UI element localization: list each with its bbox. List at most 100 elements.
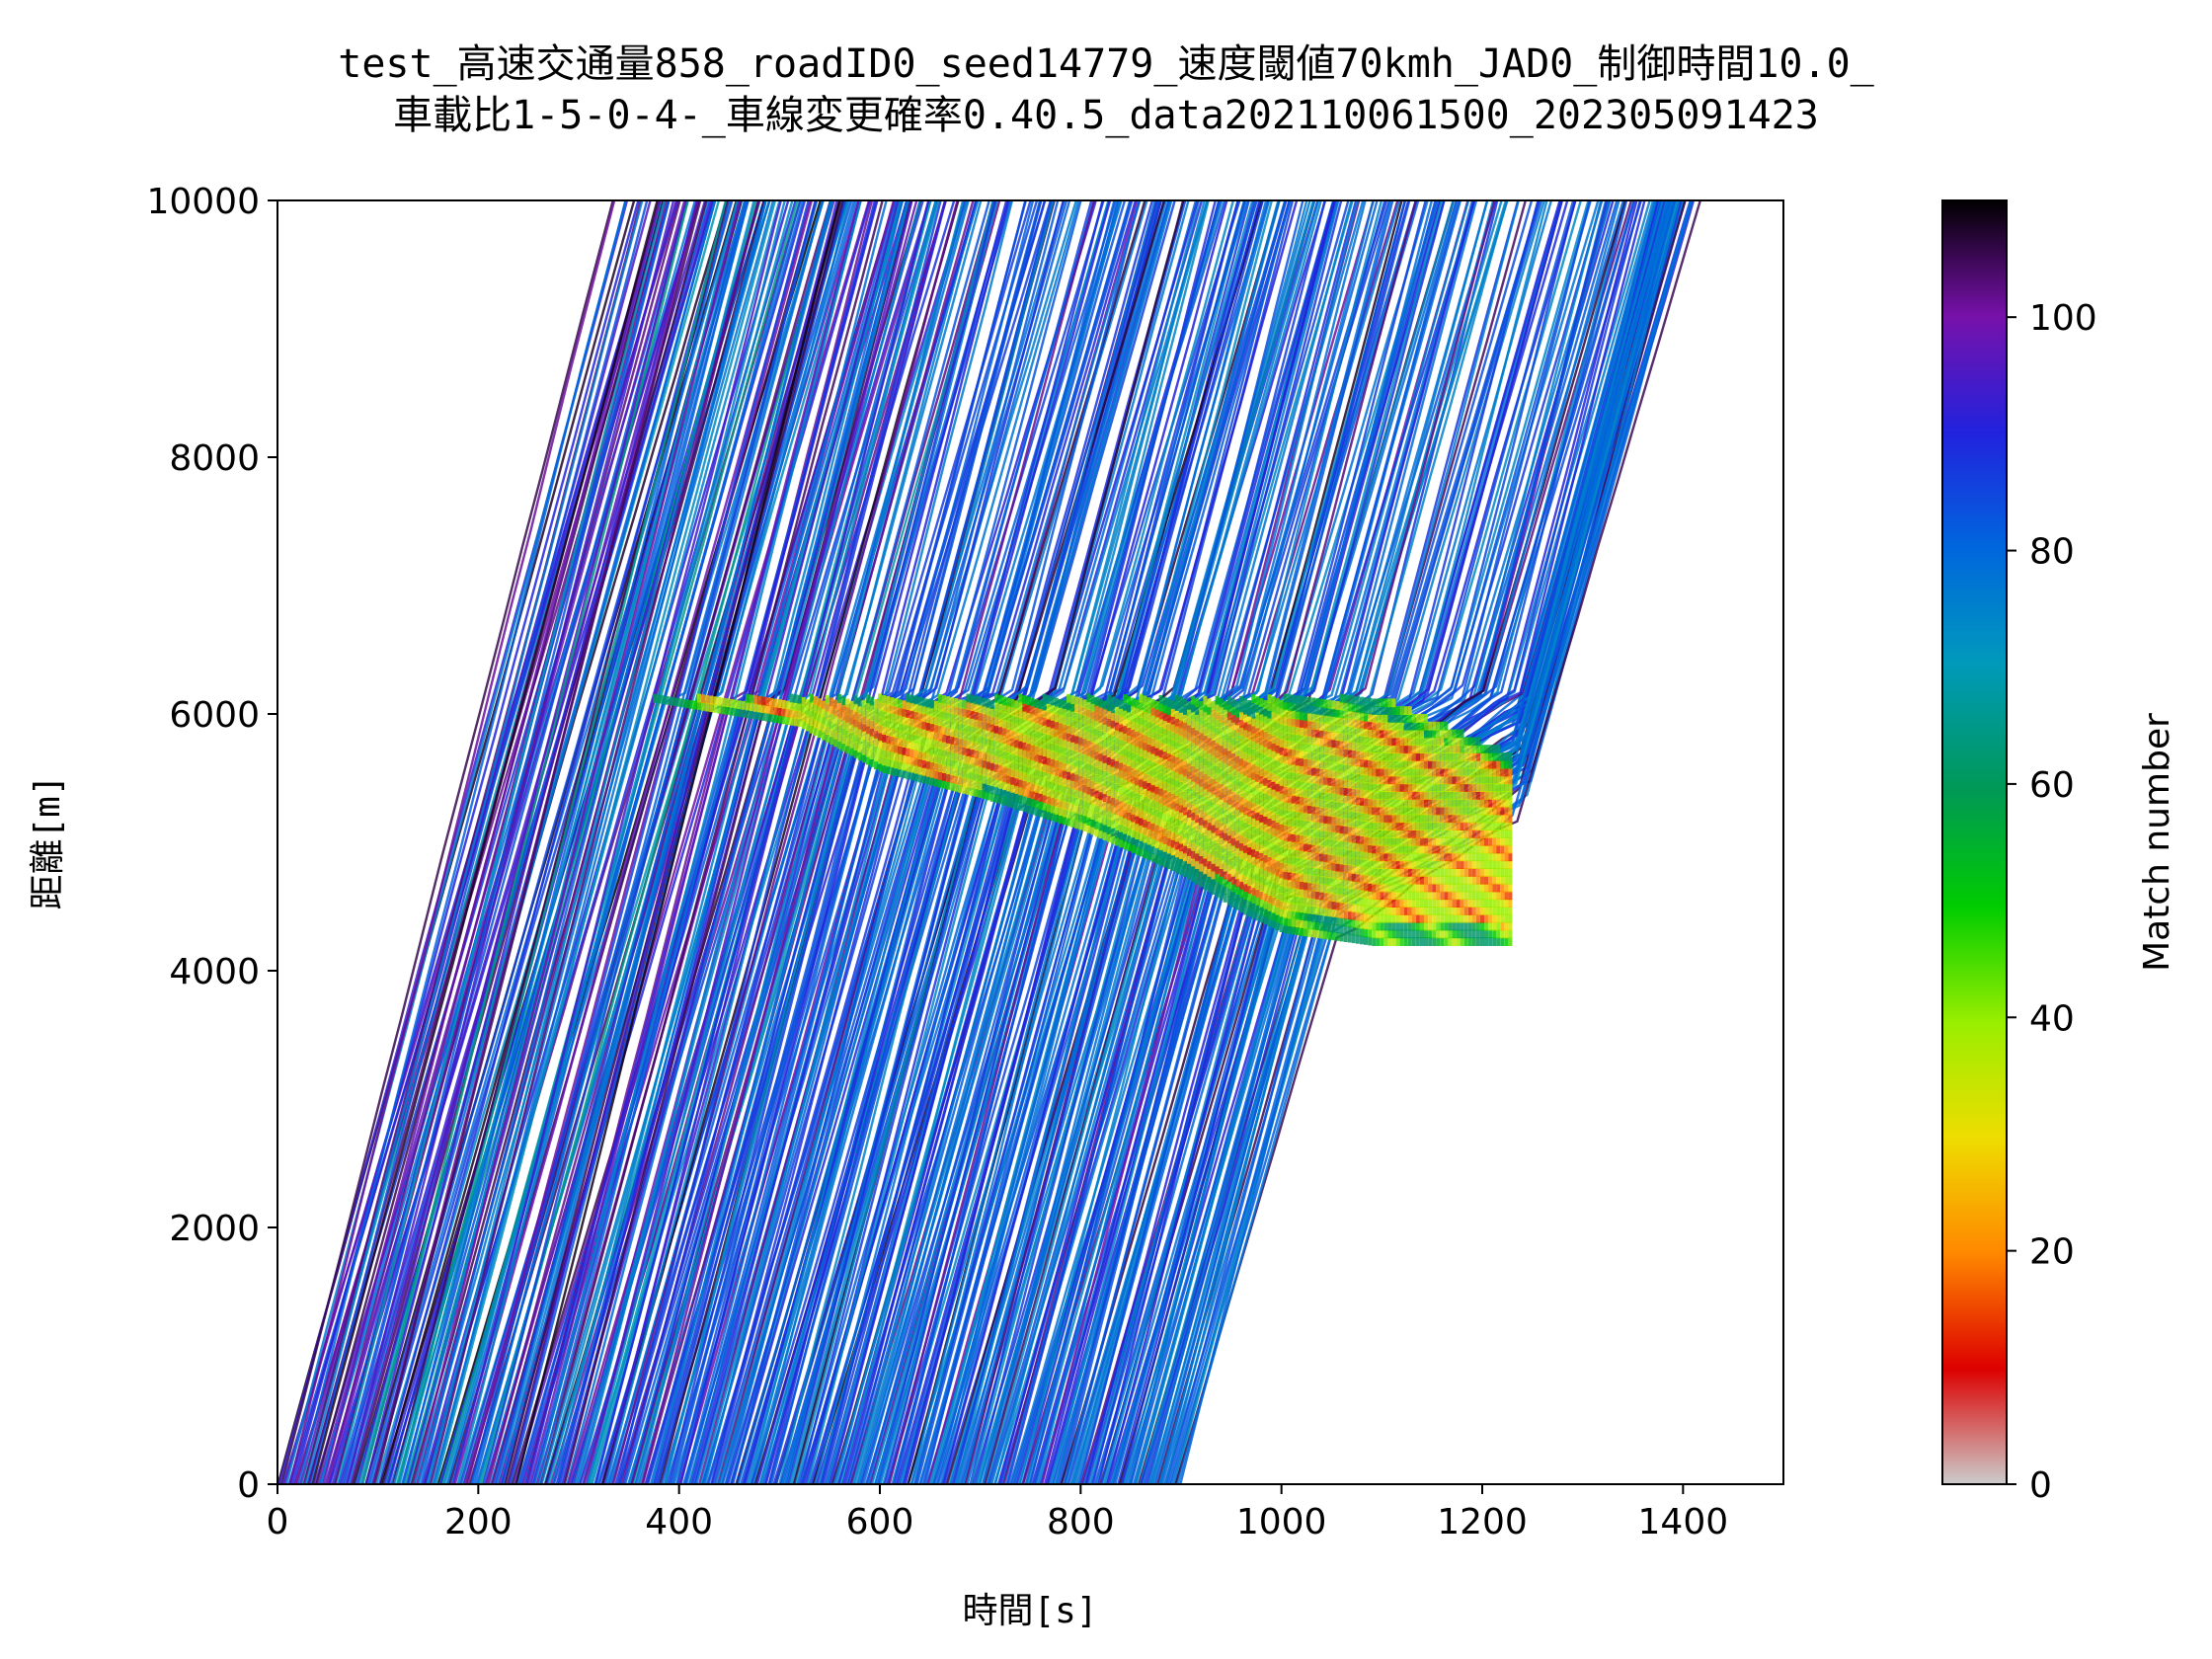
congestion-cell xyxy=(1323,722,1328,732)
congestion-cell xyxy=(1070,695,1075,704)
congestion-cell xyxy=(1275,836,1280,846)
congestion-cell xyxy=(1448,860,1453,869)
congestion-cell xyxy=(737,708,742,717)
congestion-cell xyxy=(1391,844,1396,854)
congestion-cell xyxy=(950,750,955,760)
congestion-cell xyxy=(1307,843,1312,852)
congestion-cell xyxy=(785,700,790,710)
congestion-cell xyxy=(1436,822,1441,830)
congestion-cell xyxy=(1339,740,1344,750)
x-tick-label: 800 xyxy=(1047,1502,1115,1542)
congestion-cell xyxy=(1215,765,1220,774)
congestion-cell xyxy=(1399,775,1404,785)
congestion-cell xyxy=(752,703,757,712)
congestion-cell xyxy=(1059,722,1063,732)
congestion-cell xyxy=(1372,860,1377,869)
congestion-cell xyxy=(1195,852,1200,862)
congestion-cell xyxy=(1411,921,1416,931)
congestion-cell xyxy=(1347,826,1352,835)
congestion-cell xyxy=(1275,775,1280,784)
congestion-cell xyxy=(1275,705,1280,715)
congestion-cell xyxy=(1475,752,1480,761)
congestion-cell xyxy=(886,750,891,759)
congestion-cell xyxy=(1323,760,1328,770)
congestion-cell xyxy=(1070,741,1075,750)
congestion-cell xyxy=(1428,844,1433,854)
congestion-cell xyxy=(974,718,979,728)
congestion-cell xyxy=(1295,826,1300,835)
congestion-cell xyxy=(1407,822,1412,830)
congestion-cell xyxy=(1030,806,1035,815)
congestion-cell xyxy=(1183,767,1187,777)
congestion-cell xyxy=(1387,830,1392,838)
congestion-cell xyxy=(749,694,753,704)
congestion-cell xyxy=(1187,801,1192,811)
congestion-cell xyxy=(1174,749,1179,757)
congestion-cell xyxy=(1395,783,1400,792)
congestion-cell xyxy=(1219,714,1224,723)
congestion-cell xyxy=(1090,795,1095,805)
congestion-cell xyxy=(1355,857,1360,867)
congestion-cell xyxy=(921,713,926,722)
congestion-cell xyxy=(1415,937,1420,946)
congestion-cell xyxy=(1078,767,1083,776)
congestion-cell xyxy=(1174,832,1179,842)
congestion-cell xyxy=(1271,727,1276,737)
congestion-cell xyxy=(1291,925,1296,935)
congestion-cell xyxy=(1327,915,1332,924)
congestion-cell xyxy=(1471,745,1476,753)
congestion-cell xyxy=(1448,798,1453,808)
congestion-cell xyxy=(1484,822,1488,830)
congestion-cell xyxy=(1368,736,1373,746)
congestion-cell xyxy=(1411,721,1416,731)
congestion-cell xyxy=(801,696,806,706)
congestion-cell xyxy=(1415,883,1420,893)
congestion-cell xyxy=(1243,806,1247,816)
congestion-cell xyxy=(1215,849,1220,859)
congestion-cell xyxy=(1372,798,1377,808)
congestion-cell xyxy=(1283,716,1288,726)
congestion-cell xyxy=(1234,839,1239,849)
congestion-cell xyxy=(1307,728,1312,737)
congestion-cell xyxy=(1150,791,1155,801)
congestion-cell xyxy=(1500,759,1505,769)
congestion-cell xyxy=(837,725,842,734)
congestion-cell xyxy=(1428,937,1433,946)
congestion-cell xyxy=(1279,908,1284,917)
congestion-cell xyxy=(1199,724,1204,734)
congestion-cell xyxy=(1475,899,1480,908)
congestion-cell xyxy=(1207,860,1212,869)
congestion-cell xyxy=(680,698,685,708)
congestion-cell xyxy=(837,709,842,719)
congestion-cell xyxy=(1215,695,1220,705)
congestion-cell xyxy=(1006,767,1011,776)
congestion-cell xyxy=(853,695,858,705)
congestion-cell xyxy=(942,718,946,728)
congestion-cell xyxy=(1467,791,1472,800)
congestion-cell xyxy=(1295,888,1300,897)
congestion-cell xyxy=(1243,721,1247,731)
congestion-cell xyxy=(1448,745,1453,753)
congestion-cell xyxy=(1038,800,1043,810)
congestion-cell xyxy=(933,777,938,787)
congestion-cell xyxy=(1415,891,1420,901)
congestion-cell xyxy=(1323,738,1328,748)
congestion-cell xyxy=(942,772,946,781)
congestion-cell xyxy=(1166,729,1171,739)
congestion-cell xyxy=(1170,846,1175,856)
congestion-cell xyxy=(1203,719,1208,728)
congestion-cell xyxy=(826,695,830,704)
congestion-cell xyxy=(869,743,874,752)
congestion-cell xyxy=(822,731,826,741)
congestion-cell xyxy=(1006,751,1011,761)
congestion-cell xyxy=(1038,785,1043,794)
congestion-cell xyxy=(1283,870,1288,880)
congestion-cell xyxy=(1339,794,1344,803)
congestion-cell xyxy=(894,705,899,715)
congestion-cell xyxy=(1460,806,1464,816)
vehicle-trajectory xyxy=(582,200,939,1484)
congestion-cell xyxy=(1211,878,1216,888)
congestion-cell xyxy=(1508,783,1513,792)
congestion-cell xyxy=(906,770,910,780)
congestion-cell xyxy=(1504,836,1509,846)
